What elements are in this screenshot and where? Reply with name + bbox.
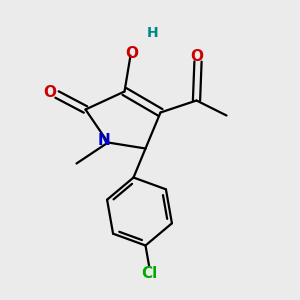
Text: N: N: [98, 133, 111, 148]
Text: O: O: [43, 85, 56, 100]
Text: O: O: [125, 46, 139, 61]
Text: H: H: [147, 26, 159, 40]
Text: O: O: [190, 50, 203, 64]
Text: Cl: Cl: [142, 266, 158, 281]
